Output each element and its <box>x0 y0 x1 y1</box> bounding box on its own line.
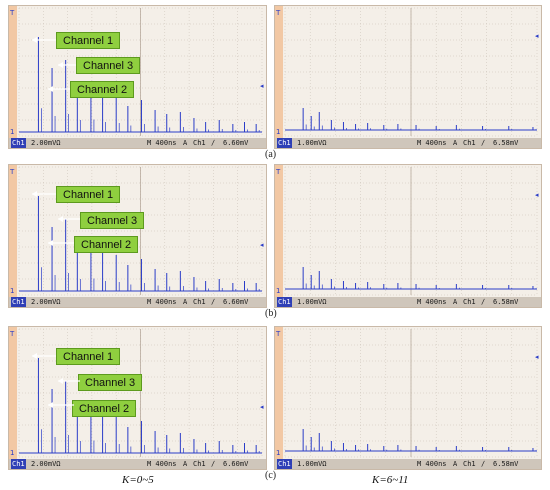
channel-ground-icon: 1 <box>276 287 280 295</box>
trigger-position-icon: T <box>9 9 15 17</box>
waveform-right-a: ◂ 1 T <box>275 6 539 140</box>
ground-marker-strip <box>275 165 283 299</box>
scope-right-c: ◂ 1 T Ch1 1.00mVΩ M 400ns A Ch1 ∕ 6.58mV <box>274 326 542 470</box>
trigger-channel: Ch1 <box>463 460 476 468</box>
tag-channel-3: Channel 3 <box>78 374 143 391</box>
ground-marker-strip <box>9 327 17 461</box>
trigger-level-icon: ◂ <box>535 32 539 40</box>
trigger-level-icon: ◂ <box>260 403 264 411</box>
ground-marker-strip <box>9 165 17 299</box>
waveform-right-b: ◂ 1 T <box>275 165 539 299</box>
trigger-channel: Ch1 <box>193 460 206 468</box>
trigger-slope-icon: ∕ <box>481 460 486 468</box>
ground-marker-strip <box>9 6 17 140</box>
k-range-left: K=0~5 <box>122 474 154 486</box>
volts-per-div: 1.00mVΩ <box>297 139 327 147</box>
panel-caption: (c) <box>265 470 277 481</box>
panel-caption: (b) <box>265 308 277 319</box>
trigger-position-icon: T <box>275 330 281 338</box>
trigger-position-icon: T <box>275 168 281 176</box>
trigger-level-icon: ◂ <box>260 241 264 249</box>
trigger-channel: Ch1 <box>193 298 206 306</box>
channel-ground-icon: 1 <box>276 449 280 457</box>
waveform-left-b: ◂ 1 T <box>9 165 264 299</box>
channel-badge: Ch1 <box>277 297 292 307</box>
scope-left-b: ◂ 1 T Ch1 2.00mVΩ M 400ns A Ch1 ∕ 6.60mV <box>8 164 267 308</box>
trigger-mode: A <box>453 460 458 468</box>
timebase: M 400ns <box>147 298 177 306</box>
k-range-right: K=6~11 <box>372 474 409 486</box>
trigger-position-icon: T <box>9 330 15 338</box>
scope-left-a: ◂ 1 T Ch1 2.00mVΩ M 400ns A Ch1 ∕ 6.60mV <box>8 5 267 149</box>
scope-right-a: ◂ 1 T Ch1 1.00mVΩ M 400ns A Ch1 ∕ 6.58mV <box>274 5 542 149</box>
trigger-level-icon: ◂ <box>260 82 264 90</box>
trigger-mode: A <box>183 460 188 468</box>
trigger-slope-icon: ∕ <box>211 298 216 306</box>
scope-status-bar: Ch1 2.00mVΩ M 400ns A Ch1 ∕ 6.60mV <box>9 297 266 307</box>
trigger-mode: A <box>453 298 458 306</box>
channel-badge: Ch1 <box>11 138 26 148</box>
panel-caption: (a) <box>265 149 277 160</box>
scope-status-bar: Ch1 2.00mVΩ M 400ns A Ch1 ∕ 6.60mV <box>9 138 266 148</box>
scope-status-bar: Ch1 1.00mVΩ M 400ns A Ch1 ∕ 6.58mV <box>275 138 541 148</box>
channel-ground-icon: 1 <box>10 449 14 457</box>
timebase: M 400ns <box>417 460 447 468</box>
waveform-left-c: ◂ 1 T <box>9 327 264 461</box>
trigger-mode: A <box>183 298 188 306</box>
volts-per-div: 2.00mVΩ <box>31 298 61 306</box>
timebase: M 400ns <box>147 139 177 147</box>
volts-per-div: 1.00mVΩ <box>297 298 327 306</box>
timebase: M 400ns <box>417 298 447 306</box>
timebase: M 400ns <box>147 460 177 468</box>
trigger-level: 6.60mV <box>223 139 249 147</box>
tag-channel-1: Channel 1 <box>56 348 121 365</box>
trigger-level: 6.58mV <box>493 298 519 306</box>
channel-ground-icon: 1 <box>10 287 14 295</box>
volts-per-div: 2.00mVΩ <box>31 460 61 468</box>
trigger-level: 6.60mV <box>223 298 249 306</box>
trigger-position-icon: T <box>9 168 15 176</box>
scope-status-bar: Ch1 1.00mVΩ M 400ns A Ch1 ∕ 6.58mV <box>275 459 541 469</box>
trigger-mode: A <box>183 139 188 147</box>
tag-channel-3: Channel 3 <box>80 212 145 229</box>
volts-per-div: 1.00mVΩ <box>297 460 327 468</box>
scope-status-bar: Ch1 2.00mVΩ M 400ns A Ch1 ∕ 6.60mV <box>9 459 266 469</box>
trigger-slope-icon: ∕ <box>481 298 486 306</box>
channel-badge: Ch1 <box>11 459 26 469</box>
scope-right-b: ◂ 1 T Ch1 1.00mVΩ M 400ns A Ch1 ∕ 6.58mV <box>274 164 542 308</box>
timebase: M 400ns <box>417 139 447 147</box>
trigger-level-icon: ◂ <box>535 191 539 199</box>
waveform-right-c: ◂ 1 T <box>275 327 539 461</box>
tag-channel-2: Channel 2 <box>72 400 137 417</box>
tag-channel-2: Channel 2 <box>74 236 139 253</box>
tag-channel-1: Channel 1 <box>56 186 121 203</box>
trigger-channel: Ch1 <box>463 298 476 306</box>
trigger-position-icon: T <box>275 9 281 17</box>
ground-marker-strip <box>275 327 283 461</box>
tag-channel-2: Channel 2 <box>70 81 135 98</box>
channel-badge: Ch1 <box>11 297 26 307</box>
trigger-slope-icon: ∕ <box>211 460 216 468</box>
waveform-left-a: ◂ 1 T <box>9 6 264 140</box>
channel-ground-icon: 1 <box>276 128 280 136</box>
tag-channel-1: Channel 1 <box>56 32 121 49</box>
trigger-mode: A <box>453 139 458 147</box>
channel-ground-icon: 1 <box>10 128 14 136</box>
trigger-channel: Ch1 <box>193 139 206 147</box>
scope-status-bar: Ch1 1.00mVΩ M 400ns A Ch1 ∕ 6.58mV <box>275 297 541 307</box>
trigger-level: 6.58mV <box>493 460 519 468</box>
channel-badge: Ch1 <box>277 138 292 148</box>
trigger-slope-icon: ∕ <box>481 139 486 147</box>
tag-channel-3: Channel 3 <box>76 57 141 74</box>
channel-badge: Ch1 <box>277 459 292 469</box>
scope-left-c: ◂ 1 T Ch1 2.00mVΩ M 400ns A Ch1 ∕ 6.60mV <box>8 326 267 470</box>
ground-marker-strip <box>275 6 283 140</box>
trigger-slope-icon: ∕ <box>211 139 216 147</box>
trigger-level: 6.58mV <box>493 139 519 147</box>
volts-per-div: 2.00mVΩ <box>31 139 61 147</box>
trigger-channel: Ch1 <box>463 139 476 147</box>
trigger-level-icon: ◂ <box>535 353 539 361</box>
trigger-level: 6.60mV <box>223 460 249 468</box>
